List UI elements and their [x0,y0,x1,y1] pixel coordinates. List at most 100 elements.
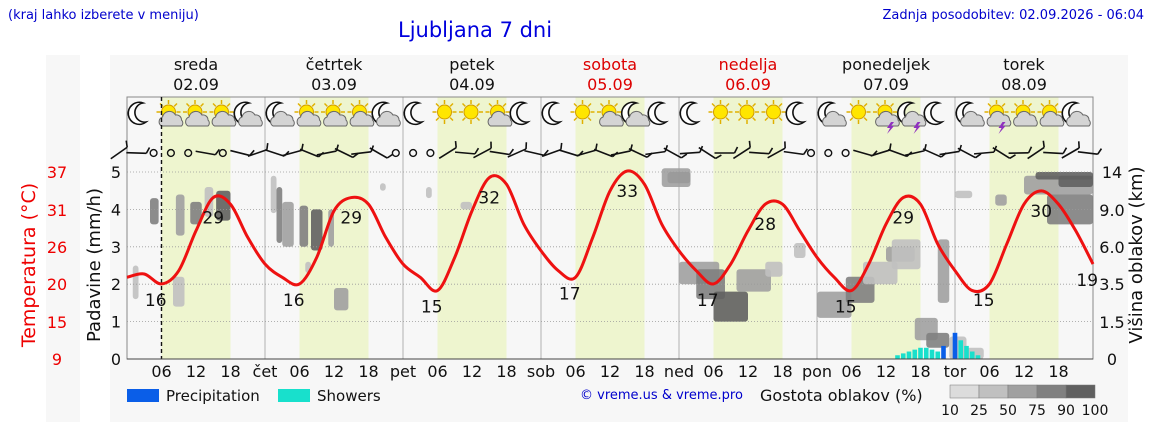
temperature-value-label: 29 [202,209,224,229]
wind-barb-shaft [887,148,908,158]
rain-tick-label: 5 [111,163,121,182]
temp-axis-label: Temperatura (°C) [18,183,40,348]
moon-icon [541,101,563,126]
wind-barb-shaft [1061,147,1080,159]
wind-barb-shaft [904,149,925,157]
moon-icon [785,101,807,126]
wind-barb-icon [698,146,722,160]
sun-ray [311,102,316,107]
wind-barb-feather [733,146,739,154]
sun-ray [476,117,481,122]
cloud-density-swatch [949,384,980,399]
day-date: 08.09 [1001,75,1047,94]
wind-calm-icon [218,148,227,158]
temp-tick-label: 15 [47,313,67,332]
sun-icon [432,100,457,124]
sun-ray [461,117,466,122]
daylight-band [437,97,507,359]
hour-tick-label: 06 [427,362,447,381]
last-update: Zadnja posodobitev: 02.09.2026 - 06:04 [882,8,1144,23]
sun-ray [350,102,355,107]
wind-barb-feather [543,149,549,156]
wind-barb-shaft [783,150,804,156]
wind-barb-feather [386,153,394,159]
wind-barb-shaft [230,149,250,157]
sun-ray [863,102,868,107]
sun-ray [449,117,454,122]
day-date: 05.09 [587,75,633,94]
sun-ray [323,102,328,107]
wind-barb-feather [958,144,963,152]
moon-cloud-icon [817,101,847,127]
cloud-shape [1066,110,1091,127]
wind-barb-icon [576,143,598,157]
wind-barb-icon [1027,140,1045,160]
moon-icon [679,101,701,126]
wind-barb-feather [715,154,722,160]
sun-cloud-icon [209,100,237,127]
day-abbr-label: sob [527,362,555,381]
day-name: četrtek [306,55,364,74]
wind-barb-feather [266,142,269,150]
wind-barb-shaft [576,149,596,157]
wind-barb-icon [870,143,892,157]
temperature-value-label: 15 [421,298,443,318]
sun-ray [711,117,716,122]
wind-barb-shaft [454,151,476,155]
sun-ray [212,102,217,107]
lightning-bolt [913,122,921,134]
sun-ray [364,102,369,107]
sun-ray [890,102,895,107]
cloud-density-step-label: 25 [970,403,988,419]
sun-ray [725,102,730,107]
cloud-density-patch [190,201,202,225]
wind-barb-icon [714,146,739,154]
cloud-density-step-label: 100 [1082,403,1109,419]
sun-cloud-icon [347,100,375,127]
wind-barb-shaft [663,147,682,159]
showers-bar [923,347,929,359]
wind-barb-shaft [992,147,1011,159]
wind-calm-icon [166,148,176,158]
cloud-height-axis-label: Višina oblakov (km) [1126,166,1147,343]
cloud-shape [960,110,985,127]
showers-bar [958,340,964,359]
sun-ray [435,102,440,107]
wind-barb-icon [663,147,688,159]
moon-storm-icon [896,101,927,134]
rain-axis-label: Padavine (mm/h) [84,188,105,342]
wind-barb-shaft [473,147,492,159]
day-abbr-label: čet [253,362,278,381]
wind-calm-icon [409,148,418,158]
cloud-shape [1013,110,1038,127]
wind-barb-shaft [593,148,614,158]
cloud-height-tick-label: 9.0 [1099,201,1124,220]
wind-barb-shaft [1043,151,1064,155]
wind-barb-icon [489,148,515,156]
location-hint[interactable]: (kraj lahko izberete v meniju) [8,8,199,23]
sun-cloud-icon [294,100,322,127]
sun-icon [846,100,871,124]
cloud-density-patch [926,332,950,348]
wind-barb-shaft [351,150,372,156]
sun-cloud-icon [1011,100,1038,127]
cloud-shape [158,110,184,127]
sun-icon [735,100,759,124]
cloud-density-patch [173,276,185,307]
moon-icon [509,101,531,126]
wind-barb-shaft [732,146,751,160]
wind-barb-feather [784,141,786,149]
temperature-value-label: 17 [559,284,581,304]
hour-tick-label: 18 [772,362,792,381]
showers-bar [969,351,975,359]
cloud-density-patch [175,194,185,236]
wind-barb-shaft [973,151,995,155]
cloud-shape [625,110,651,127]
wind-barb-icon [992,147,1016,159]
sun-icon [761,100,786,124]
temp-tick-label: 31 [47,201,67,220]
wind-barb-shaft [334,147,354,159]
cloud-density-swatch [1036,384,1067,399]
sun-ray [573,117,578,122]
hour-tick-label: 12 [876,362,896,381]
